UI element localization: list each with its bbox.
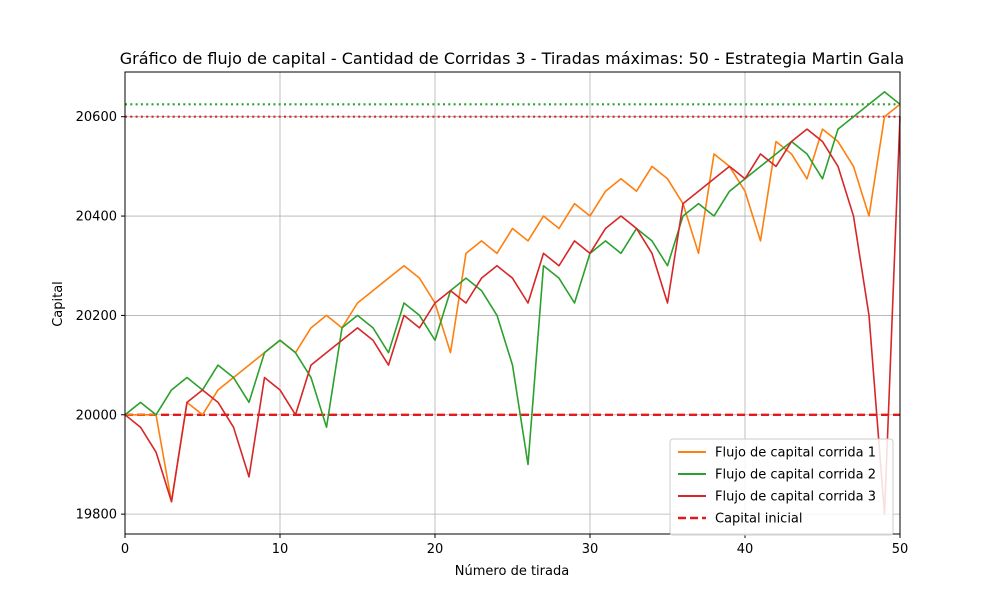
plot-area: 0 10 20 30 40 50 19800 20000 20200 20400 20600: [76, 71, 909, 557]
legend-label: Capital inicial: [715, 512, 803, 527]
series-line-2: [124, 91, 901, 466]
series-line-3: [124, 116, 901, 515]
legend-label: Flujo de capital corrida 3: [715, 490, 876, 505]
axes-frame: [124, 71, 901, 535]
x-tick-label: 30: [582, 542, 599, 557]
x-tick-label: 0: [121, 542, 129, 557]
y-tick-label: 20000: [76, 408, 117, 423]
legend-box: [669, 438, 894, 536]
y-tick-label: 20200: [76, 309, 117, 324]
y-tick-label: 19800: [76, 508, 117, 523]
chart-title: Gráfico de flujo de capital - Cantidad d…: [120, 49, 904, 68]
legend: Flujo de capital corrida 1 Flujo de capit…: [669, 438, 894, 536]
x-tick-label: 50: [892, 542, 909, 557]
y-tick-label: 20400: [76, 210, 117, 225]
x-tick-label: 10: [272, 542, 289, 557]
legend-label: Flujo de capital corrida 2: [715, 468, 876, 483]
series-line-1: [125, 103, 901, 503]
x-tick-label: 40: [737, 542, 754, 557]
x-axis-label: Número de tirada: [455, 564, 569, 579]
y-axis-label: Capital: [51, 281, 66, 327]
legend-label: Flujo de capital corrida 1: [715, 446, 876, 461]
x-tick-label: 20: [427, 542, 444, 557]
y-tick-label: 20600: [76, 110, 117, 125]
